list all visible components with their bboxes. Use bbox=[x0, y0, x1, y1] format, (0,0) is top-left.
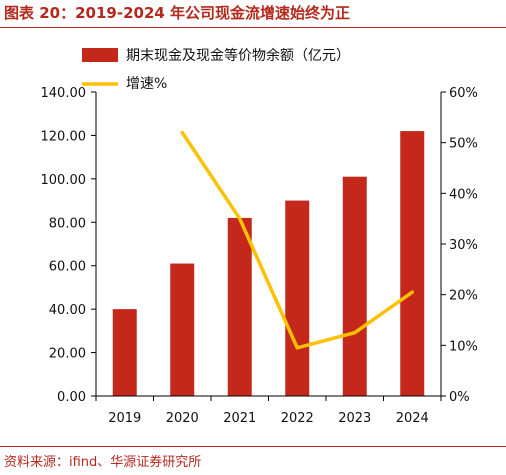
x-tick-label: 2020 bbox=[166, 411, 199, 426]
y-right-tick-label: 0% bbox=[449, 390, 470, 405]
x-tick-label: 2023 bbox=[338, 411, 371, 426]
y-left-tick-label: 0.00 bbox=[57, 390, 86, 405]
figure-title: 图表 20：2019-2024 年公司现金流增速始终为正 bbox=[4, 4, 351, 22]
y-left-tick-label: 60.00 bbox=[49, 260, 86, 275]
y-right-tick-label: 20% bbox=[449, 289, 478, 304]
y-right-tick-label: 10% bbox=[449, 339, 478, 354]
legend: 期末现金及现金等价物余额（亿元） 增速% bbox=[82, 47, 350, 92]
y-left-tick-label: 40.00 bbox=[49, 303, 86, 318]
growth-series bbox=[180, 130, 414, 350]
legend-line-label: 增速% bbox=[126, 76, 167, 92]
bar-2019 bbox=[112, 309, 137, 396]
figure-source: 资料来源：ifind、华源证券研究所 bbox=[4, 455, 202, 470]
y-left-tick-label: 120.00 bbox=[41, 129, 87, 144]
x-tick-label: 2019 bbox=[108, 411, 141, 426]
y-left-tick-label: 80.00 bbox=[49, 216, 86, 231]
tick-labels: 0.00 20.00 40.00 60.00 80.00 100.00 120.00 140.… bbox=[41, 86, 478, 426]
bar-2020 bbox=[170, 263, 195, 396]
x-tick-label: 2022 bbox=[281, 411, 314, 426]
y-right-tick-label: 40% bbox=[449, 187, 478, 202]
bar-2022 bbox=[285, 200, 310, 396]
title-rule bbox=[0, 27, 506, 28]
bar-2024 bbox=[400, 131, 425, 397]
y-left-tick-label: 140.00 bbox=[41, 86, 87, 101]
x-tick-label: 2021 bbox=[223, 411, 256, 426]
y-left-tick-label: 20.00 bbox=[49, 347, 86, 362]
y-right-tick-label: 60% bbox=[449, 86, 478, 101]
legend-bar-swatch bbox=[82, 48, 118, 62]
bar-series bbox=[112, 131, 425, 397]
legend-bar-label: 期末现金及现金等价物余额（亿元） bbox=[126, 47, 350, 64]
y-right-tick-label: 50% bbox=[449, 137, 478, 152]
bar-2023 bbox=[342, 176, 367, 396]
x-tick-label: 2024 bbox=[396, 411, 429, 426]
chart: 期末现金及现金等价物余额（亿元） 增速% 0.00 20.00 40.00 60.00… bbox=[41, 47, 478, 426]
growth-line bbox=[180, 130, 414, 350]
bar-2021 bbox=[227, 217, 252, 396]
y-right-tick-label: 30% bbox=[449, 238, 478, 253]
y-left-tick-label: 100.00 bbox=[41, 173, 87, 188]
axes bbox=[91, 91, 446, 401]
source-rule bbox=[0, 446, 506, 447]
